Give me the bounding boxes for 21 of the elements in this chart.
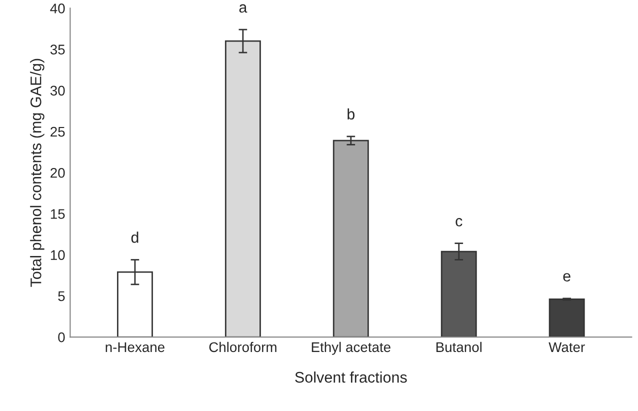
x-tick-label: Butanol [436, 342, 482, 352]
y-tick-label: 25 [50, 126, 65, 137]
annotation: d [131, 232, 138, 243]
y-tick-label: 5 [58, 291, 65, 302]
annotation: c [456, 218, 462, 226]
y-tick-label: 30 [50, 86, 65, 96]
y-tick-label: 15 [50, 209, 65, 219]
y-tick-label: 35 [50, 44, 65, 54]
y-tick-label: 20 [50, 168, 65, 178]
x-tick-label: n-Hexane [106, 342, 164, 352]
x-tick-label: Chloroform [209, 342, 276, 352]
annotation: a [239, 4, 248, 13]
annotation: b [348, 108, 355, 120]
x-tick-label: Ethyl acetate [312, 342, 390, 355]
y-tick-label: 40 [50, 4, 65, 14]
x-axis-title: Solvent fractions [295, 371, 407, 383]
y-axis-title: Total phenol contents (mg GAE/g) [30, 58, 44, 287]
x-tick-label: Water [548, 342, 585, 352]
y-tick-label: 0 [58, 332, 65, 342]
y-tick-label: 10 [50, 250, 65, 260]
annotation: e [563, 273, 570, 282]
